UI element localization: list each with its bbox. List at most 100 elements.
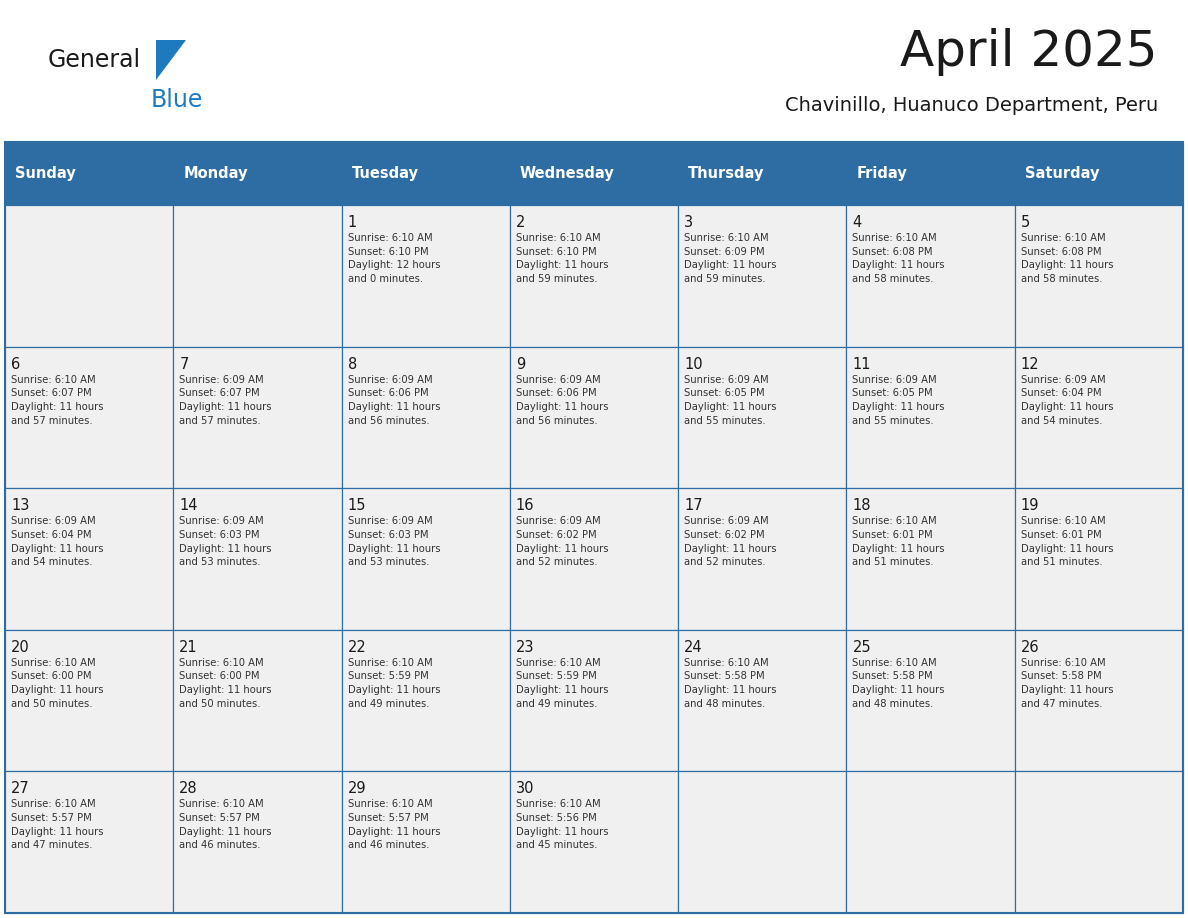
Text: 27: 27 — [11, 781, 30, 797]
Text: 4: 4 — [853, 215, 861, 230]
Text: Sunrise: 6:09 AM
Sunset: 6:02 PM
Daylight: 11 hours
and 52 minutes.: Sunrise: 6:09 AM Sunset: 6:02 PM Dayligh… — [516, 516, 608, 567]
Bar — [510, 771, 678, 913]
Text: 1: 1 — [348, 215, 356, 230]
Bar — [173, 630, 342, 771]
Text: 19: 19 — [1020, 498, 1040, 513]
Text: Sunrise: 6:10 AM
Sunset: 5:56 PM
Daylight: 11 hours
and 45 minutes.: Sunrise: 6:10 AM Sunset: 5:56 PM Dayligh… — [516, 800, 608, 850]
Text: Thursday: Thursday — [688, 166, 765, 181]
Bar — [5, 488, 173, 630]
Text: 18: 18 — [853, 498, 871, 513]
Text: Sunrise: 6:09 AM
Sunset: 6:05 PM
Daylight: 11 hours
and 55 minutes.: Sunrise: 6:09 AM Sunset: 6:05 PM Dayligh… — [684, 375, 777, 426]
Text: Sunrise: 6:09 AM
Sunset: 6:06 PM
Daylight: 11 hours
and 56 minutes.: Sunrise: 6:09 AM Sunset: 6:06 PM Dayligh… — [516, 375, 608, 426]
Bar — [510, 206, 678, 347]
Text: 15: 15 — [348, 498, 366, 513]
Text: 10: 10 — [684, 357, 703, 372]
Text: Blue: Blue — [151, 88, 203, 112]
Text: 16: 16 — [516, 498, 535, 513]
Bar — [510, 347, 678, 488]
Text: 3: 3 — [684, 215, 694, 230]
Text: 20: 20 — [11, 640, 30, 655]
Text: Sunrise: 6:10 AM
Sunset: 6:00 PM
Daylight: 11 hours
and 50 minutes.: Sunrise: 6:10 AM Sunset: 6:00 PM Dayligh… — [179, 658, 272, 709]
Bar — [1015, 771, 1183, 913]
Text: Sunrise: 6:09 AM
Sunset: 6:04 PM
Daylight: 11 hours
and 54 minutes.: Sunrise: 6:09 AM Sunset: 6:04 PM Dayligh… — [1020, 375, 1113, 426]
Bar — [846, 142, 1015, 206]
Text: Sunrise: 6:09 AM
Sunset: 6:05 PM
Daylight: 11 hours
and 55 minutes.: Sunrise: 6:09 AM Sunset: 6:05 PM Dayligh… — [853, 375, 944, 426]
Bar — [510, 630, 678, 771]
Bar — [342, 206, 510, 347]
Bar — [846, 630, 1015, 771]
Text: Tuesday: Tuesday — [352, 166, 418, 181]
Text: 23: 23 — [516, 640, 535, 655]
Bar — [1015, 206, 1183, 347]
Text: Sunrise: 6:10 AM
Sunset: 5:58 PM
Daylight: 11 hours
and 48 minutes.: Sunrise: 6:10 AM Sunset: 5:58 PM Dayligh… — [853, 658, 944, 709]
Bar — [5, 771, 173, 913]
Text: 28: 28 — [179, 781, 198, 797]
Text: 24: 24 — [684, 640, 703, 655]
Bar — [1015, 347, 1183, 488]
Bar — [5, 347, 173, 488]
Bar — [342, 771, 510, 913]
Bar — [173, 142, 342, 206]
Text: Sunrise: 6:10 AM
Sunset: 5:59 PM
Daylight: 11 hours
and 49 minutes.: Sunrise: 6:10 AM Sunset: 5:59 PM Dayligh… — [516, 658, 608, 709]
Bar — [678, 488, 846, 630]
Text: 2: 2 — [516, 215, 525, 230]
Text: Sunrise: 6:10 AM
Sunset: 6:10 PM
Daylight: 11 hours
and 59 minutes.: Sunrise: 6:10 AM Sunset: 6:10 PM Dayligh… — [516, 233, 608, 284]
Text: Sunday: Sunday — [15, 166, 76, 181]
Text: Sunrise: 6:10 AM
Sunset: 6:01 PM
Daylight: 11 hours
and 51 minutes.: Sunrise: 6:10 AM Sunset: 6:01 PM Dayligh… — [1020, 516, 1113, 567]
Text: 26: 26 — [1020, 640, 1040, 655]
Bar — [846, 771, 1015, 913]
Bar — [678, 771, 846, 913]
Text: 14: 14 — [179, 498, 197, 513]
Text: 12: 12 — [1020, 357, 1040, 372]
Text: 13: 13 — [11, 498, 30, 513]
Text: Sunrise: 6:10 AM
Sunset: 6:09 PM
Daylight: 11 hours
and 59 minutes.: Sunrise: 6:10 AM Sunset: 6:09 PM Dayligh… — [684, 233, 777, 284]
Text: Chavinillo, Huanuco Department, Peru: Chavinillo, Huanuco Department, Peru — [785, 95, 1158, 115]
Bar — [342, 347, 510, 488]
Text: Sunrise: 6:10 AM
Sunset: 5:57 PM
Daylight: 11 hours
and 46 minutes.: Sunrise: 6:10 AM Sunset: 5:57 PM Dayligh… — [179, 800, 272, 850]
Bar — [173, 206, 342, 347]
Text: Sunrise: 6:09 AM
Sunset: 6:04 PM
Daylight: 11 hours
and 54 minutes.: Sunrise: 6:09 AM Sunset: 6:04 PM Dayligh… — [11, 516, 103, 567]
Text: 21: 21 — [179, 640, 198, 655]
Text: Monday: Monday — [183, 166, 248, 181]
Text: Sunrise: 6:09 AM
Sunset: 6:06 PM
Daylight: 11 hours
and 56 minutes.: Sunrise: 6:09 AM Sunset: 6:06 PM Dayligh… — [348, 375, 440, 426]
Bar — [342, 488, 510, 630]
Text: Sunrise: 6:10 AM
Sunset: 5:59 PM
Daylight: 11 hours
and 49 minutes.: Sunrise: 6:10 AM Sunset: 5:59 PM Dayligh… — [348, 658, 440, 709]
Text: 22: 22 — [348, 640, 366, 655]
Bar — [510, 488, 678, 630]
Text: 8: 8 — [348, 357, 356, 372]
Text: Sunrise: 6:10 AM
Sunset: 6:08 PM
Daylight: 11 hours
and 58 minutes.: Sunrise: 6:10 AM Sunset: 6:08 PM Dayligh… — [853, 233, 944, 284]
Bar — [342, 630, 510, 771]
Text: April 2025: April 2025 — [901, 28, 1158, 76]
Bar — [678, 142, 846, 206]
Bar — [846, 488, 1015, 630]
Text: 9: 9 — [516, 357, 525, 372]
Bar — [846, 206, 1015, 347]
Bar — [5, 142, 173, 206]
Text: 30: 30 — [516, 781, 535, 797]
Text: 17: 17 — [684, 498, 703, 513]
Text: Sunrise: 6:10 AM
Sunset: 6:08 PM
Daylight: 11 hours
and 58 minutes.: Sunrise: 6:10 AM Sunset: 6:08 PM Dayligh… — [1020, 233, 1113, 284]
Bar — [5, 630, 173, 771]
Bar — [1015, 488, 1183, 630]
Text: 11: 11 — [853, 357, 871, 372]
Text: Sunrise: 6:10 AM
Sunset: 5:57 PM
Daylight: 11 hours
and 47 minutes.: Sunrise: 6:10 AM Sunset: 5:57 PM Dayligh… — [11, 800, 103, 850]
Text: Sunrise: 6:10 AM
Sunset: 6:10 PM
Daylight: 12 hours
and 0 minutes.: Sunrise: 6:10 AM Sunset: 6:10 PM Dayligh… — [348, 233, 440, 284]
Text: Sunrise: 6:10 AM
Sunset: 5:58 PM
Daylight: 11 hours
and 48 minutes.: Sunrise: 6:10 AM Sunset: 5:58 PM Dayligh… — [684, 658, 777, 709]
Text: General: General — [48, 48, 141, 72]
Text: Sunrise: 6:09 AM
Sunset: 6:02 PM
Daylight: 11 hours
and 52 minutes.: Sunrise: 6:09 AM Sunset: 6:02 PM Dayligh… — [684, 516, 777, 567]
Bar — [173, 347, 342, 488]
Polygon shape — [156, 40, 187, 80]
Text: 5: 5 — [1020, 215, 1030, 230]
Bar — [846, 347, 1015, 488]
Text: 7: 7 — [179, 357, 189, 372]
Text: Friday: Friday — [857, 166, 908, 181]
Bar — [678, 347, 846, 488]
Bar — [173, 771, 342, 913]
Text: Sunrise: 6:10 AM
Sunset: 6:00 PM
Daylight: 11 hours
and 50 minutes.: Sunrise: 6:10 AM Sunset: 6:00 PM Dayligh… — [11, 658, 103, 709]
Bar — [5, 206, 173, 347]
Bar — [342, 142, 510, 206]
Bar — [678, 206, 846, 347]
Text: 6: 6 — [11, 357, 20, 372]
Bar — [5, 142, 1183, 913]
Text: Sunrise: 6:10 AM
Sunset: 6:07 PM
Daylight: 11 hours
and 57 minutes.: Sunrise: 6:10 AM Sunset: 6:07 PM Dayligh… — [11, 375, 103, 426]
